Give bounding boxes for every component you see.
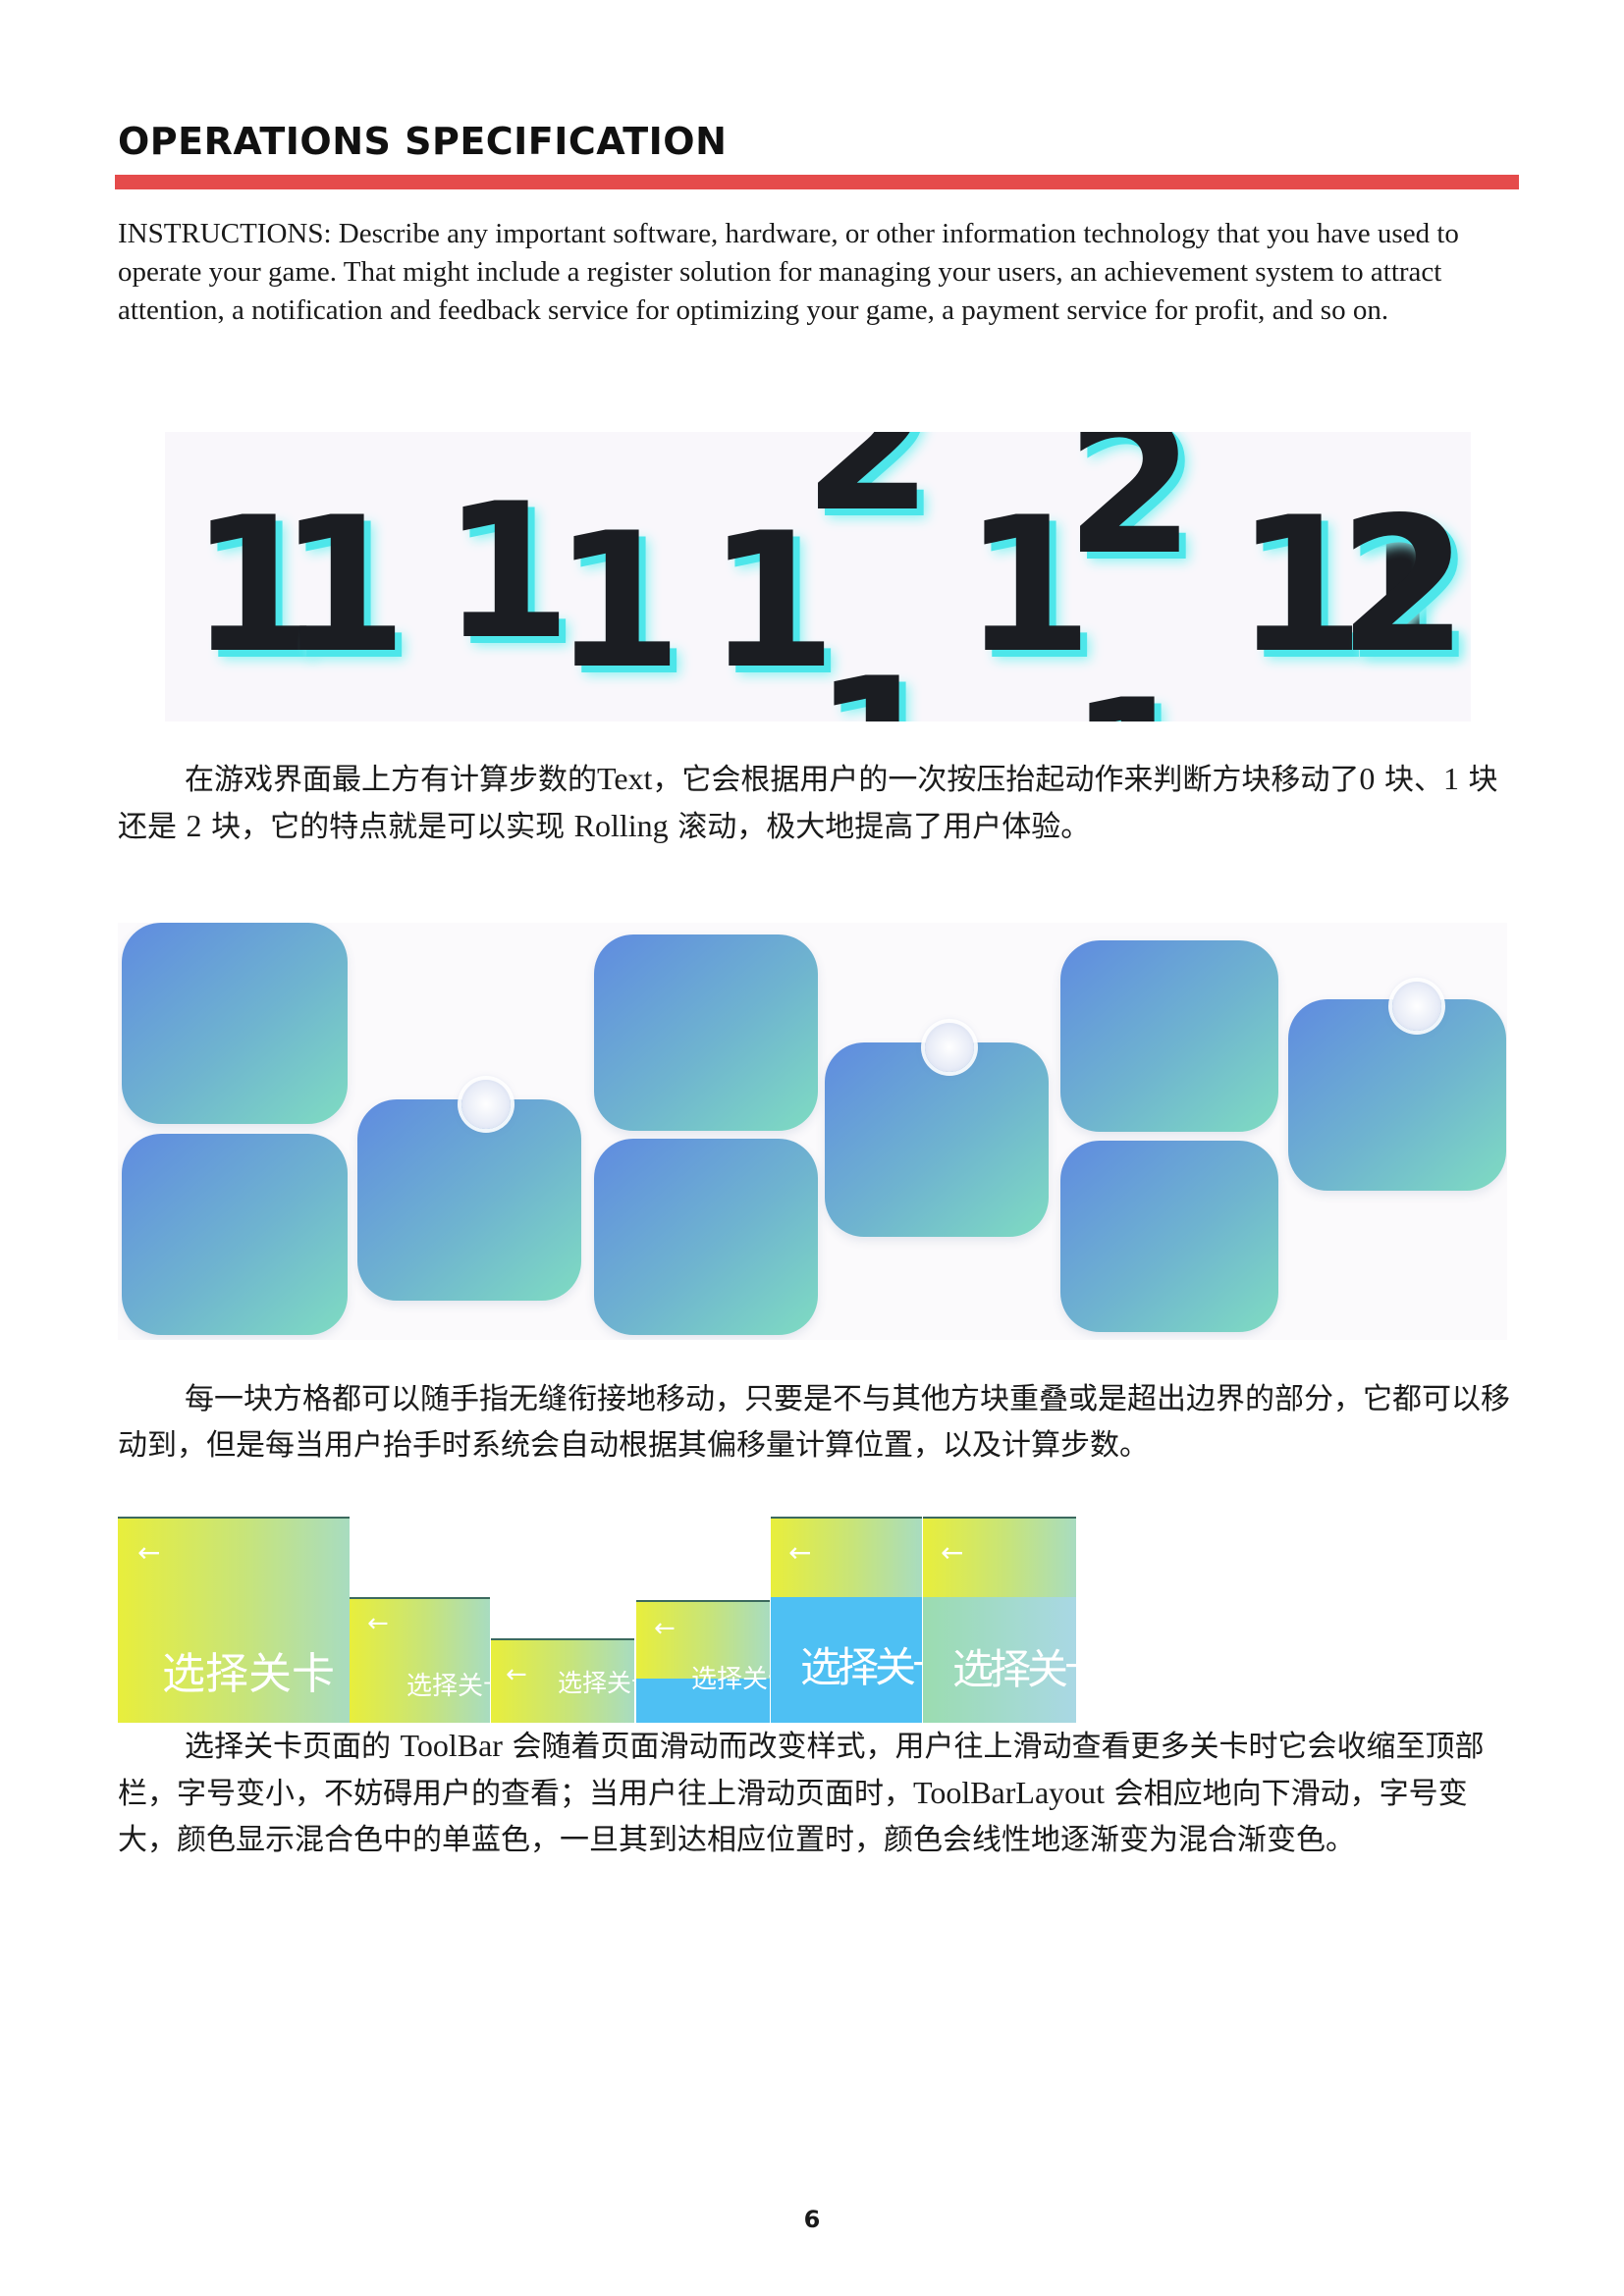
rolling-digit: 1 xyxy=(278,477,408,694)
toolbar-title: 选择关卡 xyxy=(691,1665,770,1694)
green-band xyxy=(923,1597,1076,1723)
rolling-digit: 1 xyxy=(1068,675,1198,722)
back-arrow-icon[interactable]: ← xyxy=(506,1660,527,1689)
toolbar-expanded: ← 选择关卡 xyxy=(118,1517,350,1723)
toolbar-expanding: ← 选择关卡 xyxy=(636,1600,770,1723)
toolbar-title: 选择关卡 xyxy=(406,1672,490,1701)
block-tile xyxy=(122,1134,348,1335)
back-arrow-icon[interactable]: ← xyxy=(367,1609,389,1638)
back-arrow-icon[interactable]: ← xyxy=(788,1536,812,1569)
rolling-digit: 2 xyxy=(803,432,934,553)
rolling-digit: 1 xyxy=(963,477,1094,694)
toolbar-shrinking: ← 选择关卡 xyxy=(350,1597,490,1723)
draggable-blocks-figure xyxy=(118,923,1507,1340)
rolling-digit: 2 xyxy=(1338,477,1469,694)
paragraph-rolling: 在游戏界面最上方有计算步数的Text，它会根据用户的一次按压抬起动作来判断方块移… xyxy=(118,761,1498,844)
touch-indicator xyxy=(925,1023,974,1072)
toolbar-title: 选择关卡 xyxy=(800,1643,922,1691)
rolling-digit: 1 xyxy=(1333,477,1464,694)
touch-indicator xyxy=(461,1080,511,1129)
page-title: OPERATIONS SPECIFICATION xyxy=(118,120,728,163)
paragraph-blocks: 每一块方格都可以随手指无缝衔接地移动，只要是不与其他方块重叠或是超出边界的部分，… xyxy=(118,1382,1510,1463)
toolbar-blue-state: ← 选择关卡 xyxy=(771,1517,922,1723)
rolling-digit: 1 xyxy=(442,463,572,680)
block-tile xyxy=(594,1139,818,1335)
block-tile xyxy=(594,934,818,1131)
toolbar-collapsed: ← 选择关卡 xyxy=(491,1638,634,1723)
toolbar-title: 选择关卡 xyxy=(558,1669,634,1697)
touch-indicator xyxy=(1392,982,1441,1031)
rolling-digit: 1 xyxy=(707,493,838,710)
block-tile-dragging xyxy=(1288,999,1506,1191)
paragraph-toolbar: 选择关卡页面的 ToolBar 会随着页面滑动而改变样式，用户往上滑动查看更多关… xyxy=(118,1728,1485,1857)
page-number: 6 xyxy=(803,2206,821,2233)
toolbar-title: 选择关卡 xyxy=(952,1645,1076,1693)
block-tile xyxy=(1060,940,1278,1132)
rolling-digit: 1 xyxy=(189,477,320,694)
block-tile-dragging xyxy=(357,1099,581,1301)
rolling-counter-figure: 1 1 1 1 1 1 2 1 1 2 1 1 2 xyxy=(165,432,1471,721)
toolbar-gradient-state: ← 选择关卡 xyxy=(923,1517,1076,1723)
blue-band xyxy=(771,1597,922,1723)
rolling-digit: 1 xyxy=(553,493,683,710)
toolbar-title: 选择关卡 xyxy=(162,1649,335,1699)
block-tile xyxy=(122,923,348,1124)
back-arrow-icon[interactable]: ← xyxy=(941,1536,964,1569)
toolbar-states-figure: ← 选择关卡 ← 选择关卡 ← 选择关卡 ← 选择关卡 ← 选择关卡 ← 选择关… xyxy=(118,1517,1438,1723)
block-tile-dragging xyxy=(825,1042,1049,1237)
block-tile xyxy=(1060,1141,1278,1332)
back-arrow-icon[interactable]: ← xyxy=(654,1614,676,1643)
blue-band xyxy=(636,1679,770,1723)
title-divider xyxy=(115,175,1519,189)
rolling-digit: 2 xyxy=(1065,432,1196,596)
rolling-digit: 1 xyxy=(1235,477,1366,694)
back-arrow-icon[interactable]: ← xyxy=(137,1536,161,1569)
instructions-text: INSTRUCTIONS: Describe any important sof… xyxy=(118,218,1459,326)
rolling-digit: 1 xyxy=(813,654,943,722)
